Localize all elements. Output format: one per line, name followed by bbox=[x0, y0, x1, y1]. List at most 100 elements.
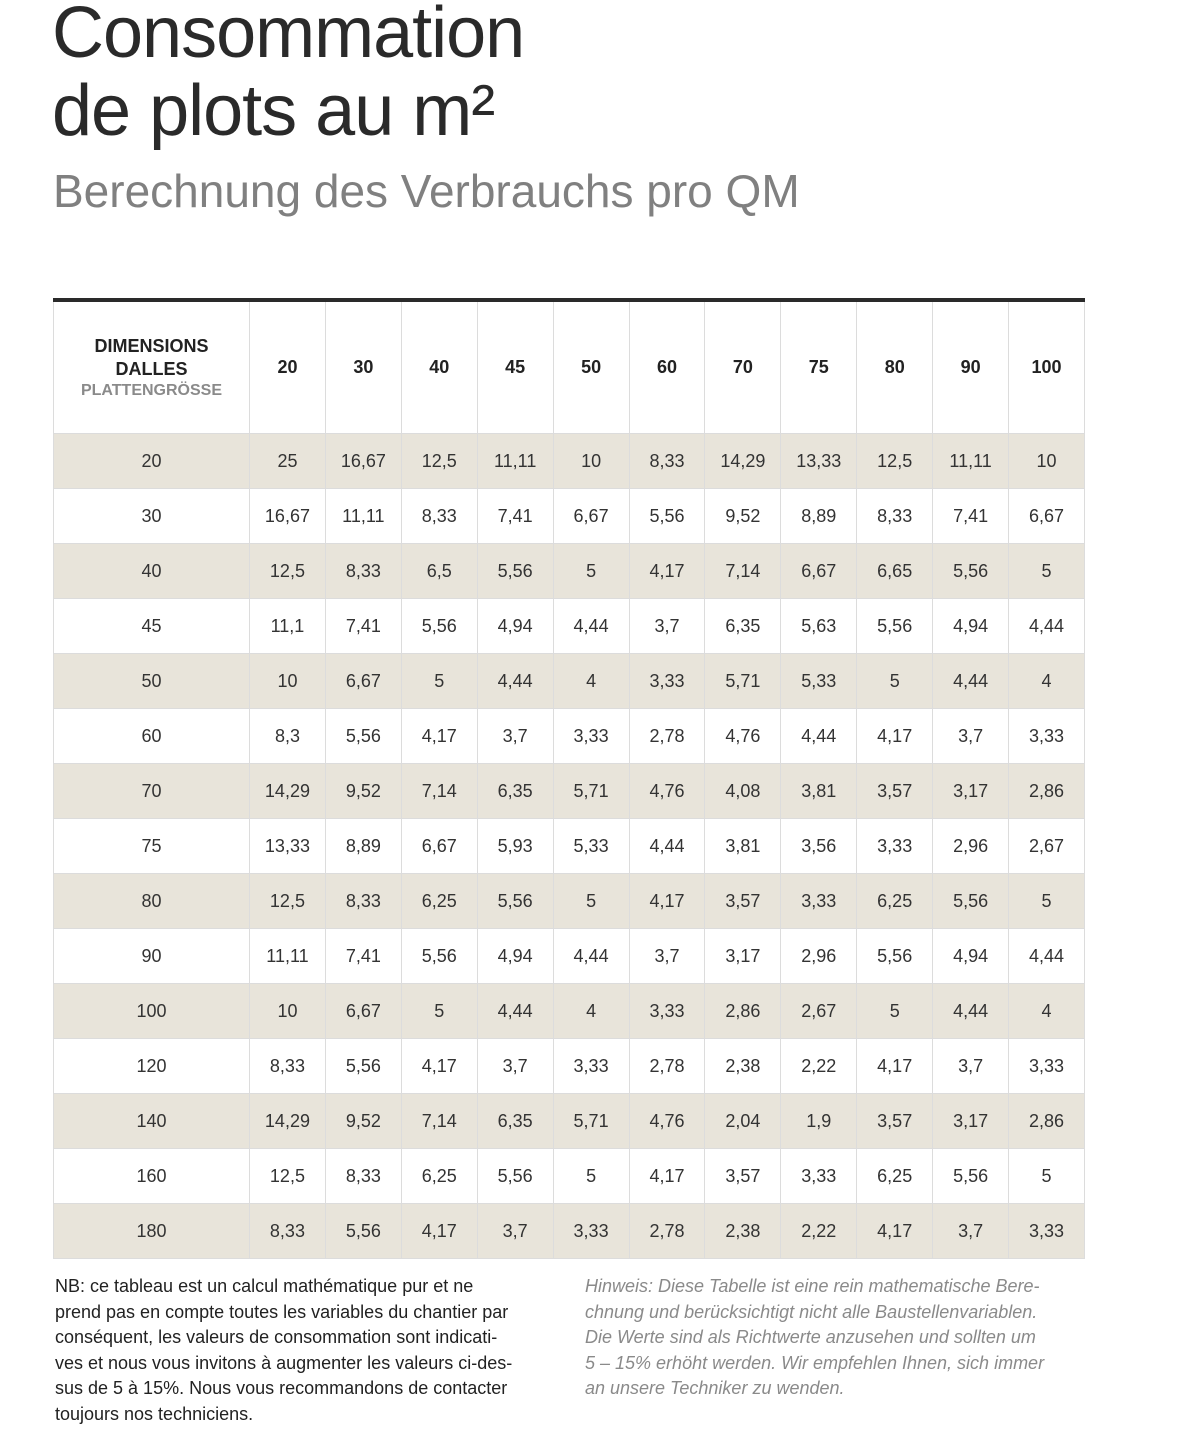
table-cell: 8,89 bbox=[324, 818, 402, 874]
column-header: 70 bbox=[704, 299, 782, 434]
table-cell: 2,38 bbox=[704, 1203, 782, 1259]
table-row: 60 8,3 5,56 4,17 3,7 3,33 2,78 4,76 4,44 4,17 3,7 3… bbox=[53, 708, 1085, 764]
row-label: 75 bbox=[53, 818, 250, 874]
table-cell: 5,56 bbox=[324, 1038, 402, 1094]
title-line: de plots au m² bbox=[52, 71, 495, 151]
table-cell: 2,86 bbox=[1008, 1093, 1085, 1149]
column-header: 50 bbox=[552, 299, 630, 434]
table-cell: 2,04 bbox=[704, 1093, 782, 1149]
table-cell: 13,33 bbox=[249, 818, 326, 874]
table-cell: 3,57 bbox=[704, 873, 782, 929]
note-line: sus de 5 à 15%. Nous vous recommandons d… bbox=[55, 1378, 508, 1399]
column-header: 20 bbox=[249, 299, 326, 434]
row-label: 80 bbox=[53, 873, 250, 929]
table-cell: 3,57 bbox=[704, 1148, 782, 1204]
table-cell: 7,41 bbox=[932, 488, 1010, 544]
row-label: 40 bbox=[53, 543, 250, 599]
table-cell: 6,67 bbox=[1008, 488, 1085, 544]
note-line: Hinweis: Diese Tabelle ist eine rein mat… bbox=[585, 1276, 1040, 1296]
table-cell: 3,33 bbox=[780, 873, 858, 929]
table-cell: 8,33 bbox=[400, 488, 478, 544]
row-label: 20 bbox=[53, 433, 250, 489]
table-cell: 4,08 bbox=[704, 763, 782, 819]
table-cell: 5,71 bbox=[552, 763, 630, 819]
note-line: NB: ce tableau est un calcul mathématiqu… bbox=[55, 1276, 474, 1296]
table-cell: 2,96 bbox=[780, 928, 858, 984]
table-cell: 5 bbox=[552, 543, 630, 599]
table-cell: 12,5 bbox=[249, 873, 326, 929]
table-cell: 4,44 bbox=[552, 598, 630, 654]
table-cell: 5,56 bbox=[628, 488, 706, 544]
note-line: Die Werte sind als Richtwerte anzusehen … bbox=[585, 1327, 1036, 1348]
table-cell: 3,7 bbox=[932, 1038, 1010, 1094]
table-cell: 5 bbox=[552, 1148, 630, 1204]
table-cell: 4,44 bbox=[476, 653, 554, 709]
table-cell: 4,17 bbox=[400, 708, 478, 764]
table-cell: 5,56 bbox=[932, 543, 1010, 599]
table-cell: 3,7 bbox=[628, 928, 706, 984]
table-cell: 6,67 bbox=[780, 543, 858, 599]
table-row: 90 11,11 7,41 5,56 4,94 4,44 3,7 3,17 2,96 5,56 4,… bbox=[53, 928, 1085, 984]
table-cell: 6,65 bbox=[856, 543, 934, 599]
table-cell: 4,94 bbox=[932, 928, 1010, 984]
column-header: 45 bbox=[476, 299, 554, 434]
table-cell: 4,44 bbox=[932, 653, 1010, 709]
table-cell: 3,81 bbox=[780, 763, 858, 819]
table-cell: 4 bbox=[552, 653, 630, 709]
table-cell: 8,33 bbox=[249, 1203, 326, 1259]
table-cell: 1,9 bbox=[780, 1093, 858, 1149]
table-cell: 4,94 bbox=[476, 598, 554, 654]
note-line: 5 – 15% erhöht werden. Wir empfehlen Ihn… bbox=[585, 1352, 1045, 1373]
table-row: 100 10 6,67 5 4,44 4 3,33 2,86 2,67 5 4,44 4 bbox=[53, 983, 1085, 1039]
table-cell: 10 bbox=[1008, 433, 1085, 489]
note-line: toujours nos techniciens. bbox=[55, 1403, 254, 1424]
note-line: conséquent, les valeurs de consommation … bbox=[55, 1327, 498, 1348]
table-cell: 4,44 bbox=[476, 983, 554, 1039]
table-cell: 4,76 bbox=[628, 763, 706, 819]
table-cell: 3,33 bbox=[628, 983, 706, 1039]
table-cell: 3,57 bbox=[856, 1093, 934, 1149]
table-cell: 3,17 bbox=[704, 928, 782, 984]
note-de: Hinweis: Diese Tabelle ist eine rein mat… bbox=[585, 1274, 1044, 1402]
table-cell: 7,41 bbox=[324, 928, 402, 984]
table-cell: 4,17 bbox=[400, 1038, 478, 1094]
table-cell: 4,76 bbox=[628, 1093, 706, 1149]
table-cell: 5 bbox=[552, 873, 630, 929]
table-cell: 2,67 bbox=[780, 983, 858, 1039]
table-cell: 12,5 bbox=[249, 1148, 326, 1204]
table-cell: 8,33 bbox=[856, 488, 934, 544]
table-cell: 5 bbox=[856, 653, 934, 709]
table-row: 45 11,1 7,41 5,56 4,94 4,44 3,7 6,35 5,63 5,56 4,9… bbox=[53, 598, 1085, 654]
table-cell: 5,56 bbox=[324, 708, 402, 764]
row-label: 30 bbox=[53, 488, 250, 544]
table-cell: 11,11 bbox=[249, 928, 326, 984]
table-cell: 12,5 bbox=[856, 433, 934, 489]
row-label: 90 bbox=[53, 928, 250, 984]
table-body: 20 25 16,67 12,5 11,11 10 8,33 14,29 13,33 12,5 11… bbox=[53, 433, 1085, 1259]
table-cell: 11,1 bbox=[249, 598, 326, 654]
table-cell: 8,33 bbox=[628, 433, 706, 489]
table-cell: 7,41 bbox=[476, 488, 554, 544]
row-label: 160 bbox=[53, 1148, 250, 1204]
row-label: 100 bbox=[53, 983, 250, 1039]
table-cell: 6,67 bbox=[324, 983, 402, 1039]
table-cell: 2,78 bbox=[628, 1038, 706, 1094]
table-cell: 2,22 bbox=[780, 1203, 858, 1259]
table-cell: 5,56 bbox=[476, 543, 554, 599]
table-cell: 11,11 bbox=[476, 433, 554, 489]
table-cell: 25 bbox=[249, 433, 326, 489]
table-cell: 3,7 bbox=[476, 1038, 554, 1094]
table-cell: 11,11 bbox=[932, 433, 1010, 489]
row-label: 45 bbox=[53, 598, 250, 654]
table-cell: 5 bbox=[1008, 543, 1085, 599]
row-label: 50 bbox=[53, 653, 250, 709]
table-cell: 5,33 bbox=[780, 653, 858, 709]
table-cell: 2,78 bbox=[628, 708, 706, 764]
table-cell: 5,56 bbox=[856, 928, 934, 984]
table-cell: 4,44 bbox=[932, 983, 1010, 1039]
table-cell: 7,41 bbox=[324, 598, 402, 654]
table-cell: 4 bbox=[552, 983, 630, 1039]
table-cell: 10 bbox=[552, 433, 630, 489]
table-cell: 14,29 bbox=[249, 763, 326, 819]
